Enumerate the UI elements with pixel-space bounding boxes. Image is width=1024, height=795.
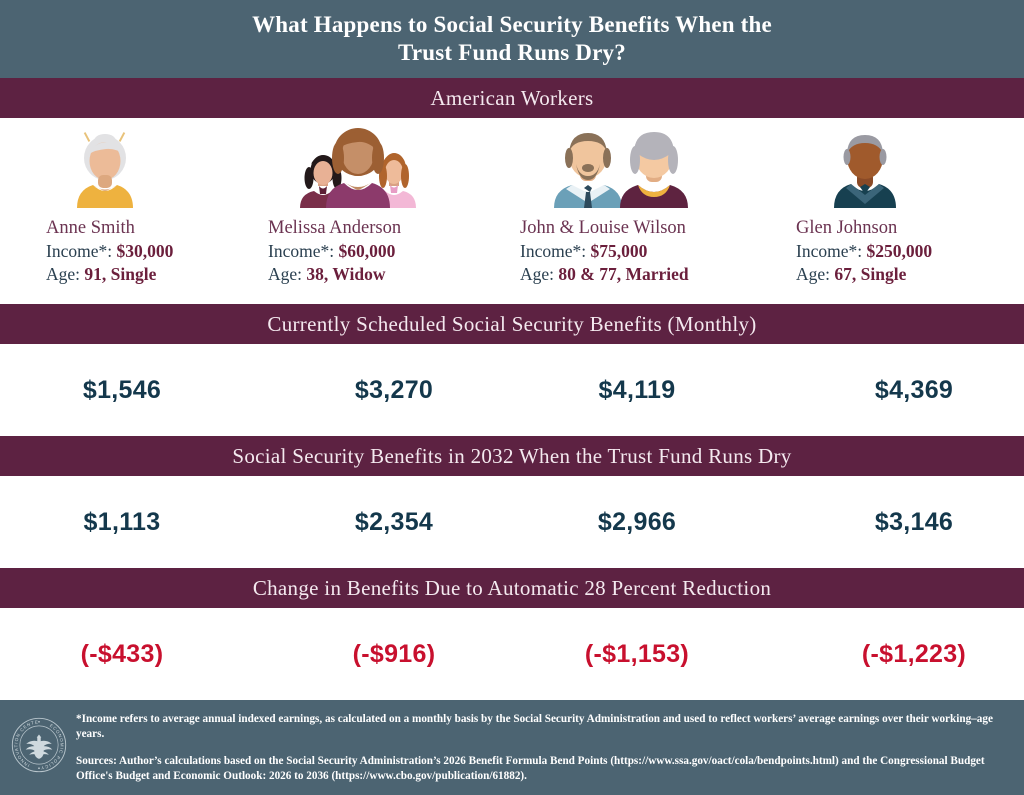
band-benefits-2032: Social Security Benefits in 2032 When th… — [0, 436, 1024, 476]
value-scheduled-2: $4,119 — [598, 375, 676, 404]
value-scheduled-0: $1,546 — [82, 375, 162, 404]
footer: ECONOMIC POLICY INNOVATION CENTER *Incom… — [0, 700, 1024, 795]
income-value: $60,000 — [338, 241, 396, 262]
person-info: Anne Smith Income*: $30,000 Age: 91, Sin… — [0, 208, 173, 286]
person-age-line: Age: 38, Widow — [268, 263, 401, 286]
age-value: 38, Widow — [306, 263, 386, 284]
value-change-2: (-$1,153) — [584, 639, 690, 668]
band-label-change-in-benefits: Change in Benefits Due to Automatic 28 P… — [252, 575, 772, 600]
band-label-american-workers: American Workers — [430, 85, 594, 110]
person-info: John & Louise Wilson Income*: $75,000 Ag… — [512, 208, 689, 286]
footer-text: *Income refers to average annual indexed… — [76, 712, 1010, 785]
value-row-change: (-$433) (-$916) (-$1,153) (-$1,223) — [0, 608, 1024, 700]
band-american-workers: American Workers — [0, 78, 1024, 118]
value-change-0: (-$433) — [80, 639, 164, 668]
person-name: Anne Smith — [46, 218, 135, 238]
income-label: Income*: — [520, 241, 587, 262]
person-income-line: Income*: $60,000 — [268, 240, 401, 263]
elderly-couple-avatar-icon — [554, 132, 688, 208]
value-change-3: (-$1,223) — [861, 639, 967, 668]
footer-income-note: *Income refers to average annual indexed… — [76, 713, 993, 741]
man-avatar-icon — [834, 135, 896, 208]
age-value: 67, Single — [834, 263, 907, 284]
income-label: Income*: — [796, 241, 863, 262]
page-title-line-1: What Happens to Social Security Benefits… — [252, 11, 772, 37]
value-row-scheduled: $1,546 $3,270 $4,119 $4,369 — [0, 344, 1024, 436]
epic-logo-icon: ECONOMIC POLICY INNOVATION CENTER — [10, 716, 67, 773]
person-card-glen-johnson: Glen Johnson Income*: $250,000 Age: 67, … — [768, 122, 1024, 304]
avatar-wrap — [512, 122, 804, 208]
value-future-1: $2,354 — [354, 507, 434, 536]
band-change-in-benefits: Change in Benefits Due to Automatic 28 P… — [0, 568, 1024, 608]
band-label-currently-scheduled: Currently Scheduled Social Security Bene… — [267, 311, 757, 336]
person-info: Glen Johnson Income*: $250,000 Age: 67, … — [768, 208, 932, 286]
age-value: 91, Single — [84, 263, 157, 284]
people-row: Anne Smith Income*: $30,000 Age: 91, Sin… — [0, 118, 1024, 304]
person-income-line: Income*: $30,000 — [46, 240, 173, 263]
page-title-line-2: Trust Fund Runs Dry? — [398, 40, 626, 65]
income-label: Income*: — [268, 241, 335, 262]
avatar-wrap — [256, 122, 542, 208]
page-title: What Happens to Social Security Benefits… — [192, 11, 832, 67]
value-scheduled-3: $4,369 — [874, 375, 954, 404]
age-label: Age: — [796, 263, 831, 284]
value-future-2: $2,966 — [597, 507, 677, 536]
income-value: $30,000 — [116, 241, 174, 262]
person-name: Glen Johnson — [796, 218, 898, 238]
person-age-line: Age: 91, Single — [46, 263, 173, 286]
value-row-future: $1,113 $2,354 $2,966 $3,146 — [0, 476, 1024, 568]
value-scheduled-1: $3,270 — [354, 375, 434, 404]
age-label: Age: — [268, 263, 303, 284]
footer-sources: Sources: Author’s calculations based on … — [76, 754, 985, 783]
person-income-line: Income*: $75,000 — [520, 240, 689, 263]
income-value: $250,000 — [866, 241, 933, 262]
person-age-line: Age: 67, Single — [796, 263, 932, 286]
age-value: 80 & 77, Married — [558, 263, 689, 284]
age-label: Age: — [520, 263, 555, 284]
income-label: Income*: — [46, 241, 113, 262]
person-card-john-and-louise-wilson: John & Louise Wilson Income*: $75,000 Ag… — [512, 122, 768, 304]
person-name: Melissa Anderson — [268, 218, 402, 238]
age-label: Age: — [46, 263, 81, 284]
title-bar: What Happens to Social Security Benefits… — [0, 0, 1024, 78]
income-value: $75,000 — [590, 241, 648, 262]
value-future-0: $1,113 — [83, 507, 161, 536]
elderly-woman-avatar-icon — [77, 132, 133, 208]
person-name: John & Louise Wilson — [520, 218, 686, 238]
avatar-wrap — [768, 122, 1024, 208]
person-info: Melissa Anderson Income*: $60,000 Age: 3… — [256, 208, 401, 286]
person-income-line: Income*: $250,000 — [796, 240, 932, 263]
avatar-wrap — [0, 122, 318, 208]
person-card-melissa-anderson: Melissa Anderson Income*: $60,000 Age: 3… — [256, 122, 512, 304]
mother-with-two-children-avatar-icon — [300, 128, 416, 208]
band-label-benefits-2032: Social Security Benefits in 2032 When th… — [232, 443, 792, 468]
value-future-3: $3,146 — [874, 507, 954, 536]
person-card-anne-smith: Anne Smith Income*: $30,000 Age: 91, Sin… — [0, 122, 256, 304]
band-currently-scheduled: Currently Scheduled Social Security Bene… — [0, 304, 1024, 344]
person-age-line: Age: 80 & 77, Married — [520, 263, 689, 286]
value-change-1: (-$916) — [352, 639, 436, 668]
